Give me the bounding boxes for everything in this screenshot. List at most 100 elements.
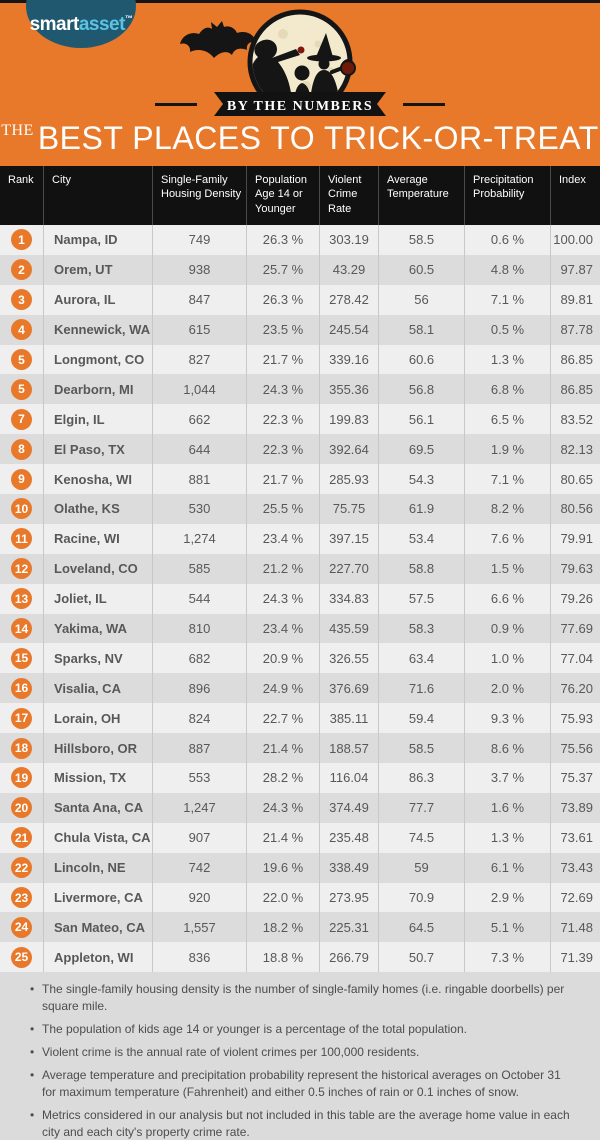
cell-crime: 392.64 [319,434,378,465]
cell-rank: 9 [0,464,43,494]
cell-population: 23.4 % [246,613,319,644]
table-row: 25 Appleton, WI 836 18.8 % 266.79 50.7 7… [0,942,600,973]
cell-city: Racine, WI [43,523,152,554]
cell-crime: 376.69 [319,673,378,704]
footnote-text: Average temperature and precipitation pr… [42,1068,561,1100]
cell-temperature: 54.3 [378,464,464,495]
table-row: 23 Livermore, CA 920 22.0 % 273.95 70.9 … [0,882,600,913]
table-row: 16 Visalia, CA 896 24.9 % 376.69 71.6 2.… [0,673,600,704]
footnote-text: The single-family housing density is the… [42,982,565,1014]
bullet-icon: • [30,1022,35,1037]
cell-crime: 285.93 [319,464,378,495]
cell-city: Nampa, ID [43,225,152,255]
cell-precipitation: 7.1 % [464,464,550,495]
rank-badge: 19 [11,767,32,789]
rank-badge: 20 [11,797,32,819]
cell-population: 22.7 % [246,703,319,734]
cell-precipitation: 3.7 % [464,763,550,793]
cell-city: Joliet, IL [43,583,152,614]
cell-precipitation: 4.8 % [464,254,550,285]
cell-index: 97.87 [550,254,600,285]
cell-temperature: 56 [378,284,464,315]
cell-crime: 199.83 [319,404,378,435]
cell-precipitation: 0.9 % [464,613,550,644]
cell-population: 25.7 % [246,254,319,285]
cell-crime: 273.95 [319,882,378,913]
cell-index: 75.37 [550,763,600,793]
cell-city: Appleton, WI [43,942,152,973]
table-body: 1 Nampa, ID 749 26.3 % 303.19 58.5 0.6 %… [0,225,600,973]
cell-population: 22.3 % [246,434,319,465]
rank-badge: 22 [11,857,32,879]
header-cell-index: Index [550,166,600,225]
cell-density: 682 [152,643,246,674]
table-row: 5 Dearborn, MI 1,044 24.3 % 355.36 56.8 … [0,374,600,405]
footnote-item: • Average temperature and precipitation p… [30,1067,578,1101]
cell-density: 585 [152,553,246,584]
cell-rank: 25 [0,942,43,972]
cell-index: 80.65 [550,464,600,495]
header-cell-temperature: Average Temperature [378,166,464,225]
footnote-item: • The population of kids age 14 or younge… [30,1021,578,1038]
cell-rank: 10 [0,494,43,524]
rank-badge: 18 [11,737,32,759]
logo-trademark: ™ [124,14,133,23]
cell-population: 21.2 % [246,553,319,584]
rank-badge: 1 [11,229,32,251]
table-row: 15 Sparks, NV 682 20.9 % 326.55 63.4 1.0… [0,643,600,674]
page-title: THE BEST PLACES TO TRICK-OR-TREAT [0,120,600,157]
rank-badge: 14 [11,618,32,640]
bullet-icon: • [30,1068,35,1083]
table-row: 20 Santa Ana, CA 1,247 24.3 % 374.49 77.… [0,792,600,823]
cell-temperature: 59.4 [378,703,464,734]
cell-precipitation: 1.9 % [464,434,550,465]
cell-city: Lincoln, NE [43,852,152,883]
cell-city: Dearborn, MI [43,374,152,405]
cell-city: El Paso, TX [43,434,152,465]
bullet-icon: • [30,1045,35,1060]
cell-population: 28.2 % [246,763,319,793]
cell-city: Yakima, WA [43,613,152,644]
table-row: 18 Hillsboro, OR 887 21.4 % 188.57 58.5 … [0,733,600,764]
cell-rank: 15 [0,643,43,673]
cell-crime: 225.31 [319,912,378,943]
cell-population: 26.3 % [246,284,319,315]
cell-index: 100.00 [550,225,600,255]
cell-precipitation: 6.5 % [464,404,550,435]
cell-crime: 385.11 [319,703,378,734]
cell-density: 920 [152,882,246,913]
cell-rank: 16 [0,673,43,703]
cell-temperature: 53.4 [378,523,464,554]
cell-index: 73.89 [550,792,600,823]
cell-temperature: 58.3 [378,613,464,644]
cell-precipitation: 2.9 % [464,882,550,913]
title-main: BEST PLACES TO TRICK-OR-TREAT [37,120,599,156]
cell-index: 79.26 [550,583,600,614]
table-row: 19 Mission, TX 553 28.2 % 116.04 86.3 3.… [0,763,600,793]
cell-population: 25.5 % [246,494,319,524]
table-row: 12 Loveland, CO 585 21.2 % 227.70 58.8 1… [0,553,600,584]
cell-density: 896 [152,673,246,704]
cell-city: Kenosha, WI [43,464,152,495]
cell-precipitation: 9.3 % [464,703,550,734]
ribbon-banner [214,92,386,116]
header-cell-precipitation: Precipitation Probability [464,166,550,225]
cell-index: 77.04 [550,643,600,674]
table-row: 4 Kennewick, WA 615 23.5 % 245.54 58.1 0… [0,314,600,345]
cell-rank: 5 [0,374,43,404]
cell-temperature: 69.5 [378,434,464,465]
rank-badge: 25 [11,946,32,968]
rank-badge: 11 [11,528,32,550]
cell-city: Chula Vista, CA [43,822,152,853]
cell-temperature: 71.6 [378,673,464,704]
footnote-text: Metrics considered in our analysis but n… [42,1108,570,1140]
cell-crime: 374.49 [319,792,378,823]
cell-population: 22.3 % [246,404,319,435]
cell-precipitation: 1.0 % [464,643,550,674]
cell-density: 938 [152,254,246,285]
cell-precipitation: 0.5 % [464,314,550,345]
cell-temperature: 56.8 [378,374,464,405]
cell-precipitation: 1.3 % [464,822,550,853]
cell-city: Elgin, IL [43,404,152,435]
cell-crime: 339.16 [319,344,378,375]
